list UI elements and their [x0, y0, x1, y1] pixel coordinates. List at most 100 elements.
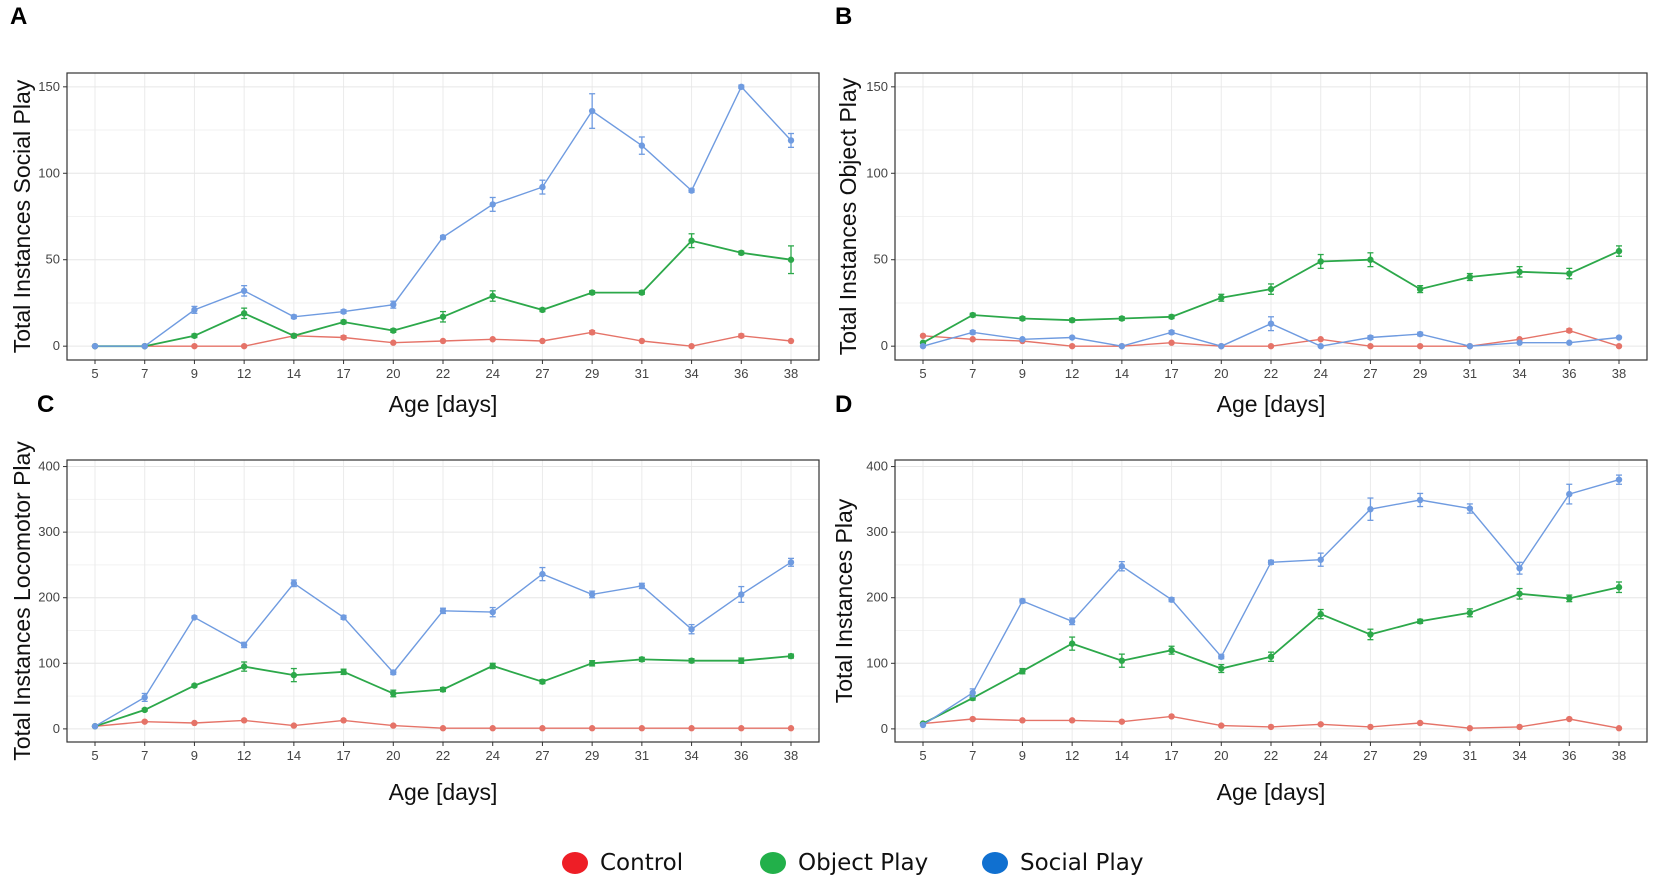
y-axis-title: Total Instances Locomotor Play [9, 441, 35, 761]
x-tick-label: 17 [336, 366, 350, 381]
x-tick-label: 29 [1413, 366, 1427, 381]
x-tick-label: 17 [1164, 366, 1178, 381]
data-point-control [1317, 336, 1324, 343]
data-point-social [588, 107, 596, 115]
data-point-social [1019, 336, 1026, 343]
plot-border [66, 459, 820, 743]
data-point-social [1516, 565, 1523, 572]
data-point-control [1416, 342, 1424, 350]
data-point-object [240, 310, 248, 317]
data-point-social [439, 607, 447, 615]
data-point-object [539, 678, 546, 685]
data-point-social [1317, 342, 1324, 350]
data-point-object [688, 237, 695, 244]
x-tick-label: 24 [485, 366, 499, 381]
data-point-social [1168, 596, 1175, 603]
x-tick-label: 22 [1264, 366, 1278, 381]
x-tick-label: 24 [1313, 366, 1327, 381]
data-point-social [1566, 339, 1573, 346]
x-tick-label: 7 [141, 748, 148, 763]
data-point-control [1466, 725, 1474, 732]
x-tick-label: 31 [1463, 366, 1477, 381]
data-point-object [1317, 258, 1324, 265]
control-dot-icon [562, 852, 588, 874]
x-axis-title: Age [days] [1217, 391, 1326, 417]
y-tick-label: 200 [38, 590, 60, 605]
data-point-social [1466, 505, 1474, 512]
data-point-control [191, 342, 198, 350]
data-point-control [787, 337, 795, 345]
data-point-object [1466, 609, 1474, 617]
x-tick-label: 12 [237, 748, 251, 763]
data-point-object [1267, 653, 1275, 660]
data-point-object [1019, 315, 1026, 322]
data-point-object [638, 656, 646, 663]
data-point-social [1367, 505, 1374, 513]
data-point-social [787, 559, 795, 566]
data-point-control [1615, 725, 1623, 732]
data-point-social [141, 342, 148, 350]
data-point-object [439, 313, 447, 320]
data-point-object [1566, 270, 1573, 277]
x-tick-label: 38 [1612, 366, 1626, 381]
x-tick-label: 5 [91, 366, 98, 381]
data-point-social [439, 234, 447, 241]
data-point-social [340, 614, 347, 621]
data-point-social [1367, 334, 1374, 341]
y-tick-label: 50 [874, 252, 888, 267]
x-tick-label: 5 [919, 748, 926, 763]
data-point-social [1466, 342, 1474, 350]
data-point-social [919, 342, 927, 350]
data-point-social [919, 721, 927, 729]
y-tick-label: 100 [38, 655, 60, 670]
x-tick-label: 34 [1512, 366, 1526, 381]
panel-letter: B [835, 3, 852, 30]
data-point-social [191, 614, 198, 621]
x-tick-label: 29 [585, 366, 599, 381]
y-axis-title: Total Instances Object Play [835, 77, 861, 355]
data-point-social [290, 313, 298, 320]
data-point-control [588, 329, 596, 336]
data-point-control [1019, 717, 1026, 724]
data-point-social [1267, 559, 1275, 566]
x-tick-label: 14 [1115, 748, 1129, 763]
data-point-object [290, 332, 298, 339]
data-point-control [1566, 327, 1573, 334]
data-point-control [1068, 342, 1076, 350]
x-tick-label: 20 [386, 366, 400, 381]
panel-c: 0 100 200 300 400 5 7 9 12 14 17 20 22 24 27 29 31 34 36 38… [9, 391, 820, 805]
y-tick-label: 100 [866, 655, 888, 670]
legend: Control Object Play Social Play [0, 850, 1654, 886]
data-point-social [1566, 490, 1573, 498]
data-point-social [738, 591, 745, 598]
data-point-control [489, 725, 496, 732]
data-point-control [1566, 715, 1573, 723]
data-point-control [1118, 718, 1126, 725]
data-point-social [1218, 653, 1225, 660]
data-point-social [588, 591, 596, 598]
data-point-object [1466, 273, 1474, 281]
data-point-social [390, 669, 397, 676]
data-point-control [1367, 723, 1374, 731]
data-point-object [1218, 665, 1225, 672]
y-tick-label: 300 [38, 524, 60, 539]
legend-item-social: Social Play [982, 850, 1143, 876]
x-tick-label: 20 [386, 748, 400, 763]
x-tick-label: 38 [784, 366, 798, 381]
data-point-object [1317, 610, 1324, 618]
data-point-object [240, 663, 248, 670]
data-point-social [1118, 342, 1126, 350]
data-point-object [1068, 640, 1076, 647]
data-point-control [539, 725, 546, 732]
data-point-object [1118, 657, 1126, 664]
legend-item-control: Control [562, 850, 683, 876]
x-tick-label: 22 [1264, 748, 1278, 763]
data-point-object [1516, 268, 1523, 276]
data-point-object [787, 256, 795, 263]
data-point-object [489, 662, 496, 670]
data-point-control [191, 719, 198, 727]
data-point-control [969, 715, 976, 723]
data-point-object [1118, 315, 1126, 322]
panel-letter: C [37, 391, 54, 418]
data-point-object [1267, 285, 1275, 293]
